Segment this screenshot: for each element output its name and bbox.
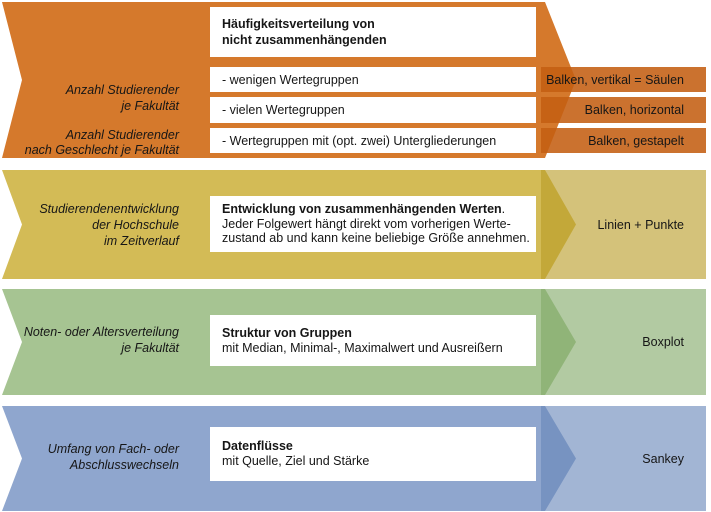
criterion-box: Datenflüsse mit Quelle, Ziel und Stärke [210,427,536,481]
criterion-box: Entwicklung von zusammenhängenden Werten… [210,196,536,252]
band-datenfluesse: Umfang von Fach- oder Abschlusswechseln … [0,406,711,511]
chart-type-label: Balken, vertikal = Säulen [546,72,684,87]
criterion-text: Entwicklung von zusammenhängenden Werten… [222,202,530,217]
chart-type-label: Boxplot [642,335,684,349]
criterion-box: Struktur von Gruppen mit Median, Minimal… [210,315,536,366]
chart-type-box-boxplot: Boxplot [541,289,706,395]
chart-type-box-sankey: Sankey [541,406,706,511]
chart-type-box-balken-gestapelt: Balken, gestapelt [541,128,706,153]
band-zeitverlauf: Studierendenentwicklung der Hochschule i… [0,170,711,279]
label-line: Abschlusswechseln [69,458,179,472]
example-label-anzahl-nach-geschlecht: Anzahl Studierender nach Geschlecht je F… [0,128,179,158]
chart-type-label: Balken, horizontal [584,103,684,117]
example-label-fachwechsel: Umfang von Fach- oder Abschlusswechseln [0,441,179,473]
criterion-text: - Wertegruppen mit (opt. zwei) Unterglie… [222,133,497,148]
criterion-bold: Entwicklung von zusammenhängenden Werten [222,202,502,217]
chart-type-label: Linien + Punkte [597,217,684,232]
label-line: nach Geschlecht je Fakultät [24,143,179,157]
example-label-anzahl-je-fakultaet: Anzahl Studierender je Fakultät [0,82,179,114]
criterion-bold: Datenflüsse [222,439,293,453]
criterion-text: zustand ab und kann keine beliebige Größ… [222,231,530,246]
label-line: je Fakultät [121,99,179,113]
label-line: Anzahl Studierender [65,128,179,142]
criterion-text: - wenigen Wertegruppen [222,72,359,87]
criterion-box: - Wertegruppen mit (opt. zwei) Unterglie… [210,128,536,153]
chart-type-box-linien-punkte: Linien + Punkte [541,170,706,279]
label-line: je Fakultät [121,341,179,355]
example-label-studierendenentwicklung: Studierendenentwicklung der Hochschule i… [0,201,179,249]
chart-type-label: Sankey [642,451,684,466]
label-line: der Hochschule [92,218,179,232]
chart-type-box-balken-vertikal: Balken, vertikal = Säulen [541,67,706,92]
band-struktur: Noten- oder Altersverteilung je Fakultät… [0,289,711,395]
criterion-rest: . [501,202,506,217]
example-label-noten-altersverteilung: Noten- oder Altersverteilung je Fakultät [0,324,179,356]
label-line: Studierendenentwicklung [39,202,179,216]
chart-type-label: Balken, gestapelt [588,133,684,148]
criterion-text: Jeder Folgewert hängt direkt vom vorheri… [222,216,511,231]
band-haeufigkeitsverteilung: Anzahl Studierender je Fakultät Anzahl S… [0,2,711,158]
criterion-bold: Struktur von Gruppen [222,325,352,340]
label-line: im Zeitverlauf [103,234,179,248]
criterion-text: mit Quelle, Ziel und Stärke [222,454,370,468]
criterion-text: - vielen Wertegruppen [222,103,345,117]
criteria-title-box: Häufigkeitsverteilung von nicht zusammen… [210,7,536,57]
criterion-box: - wenigen Wertegruppen [210,67,536,92]
title-line: nicht zusammenhängenden [222,33,387,47]
title-line: Häufigkeitsverteilung von [222,17,375,31]
label-line: Anzahl Studierender [65,83,179,97]
criterion-text: mit Median, Minimal-, Maximalwert und Au… [222,340,503,355]
label-line: Noten- oder Altersverteilung [23,325,179,339]
label-line: Umfang von Fach- oder [47,442,179,456]
chart-type-box-balken-horizontal: Balken, horizontal [541,97,706,123]
criterion-box: - vielen Wertegruppen [210,97,536,123]
